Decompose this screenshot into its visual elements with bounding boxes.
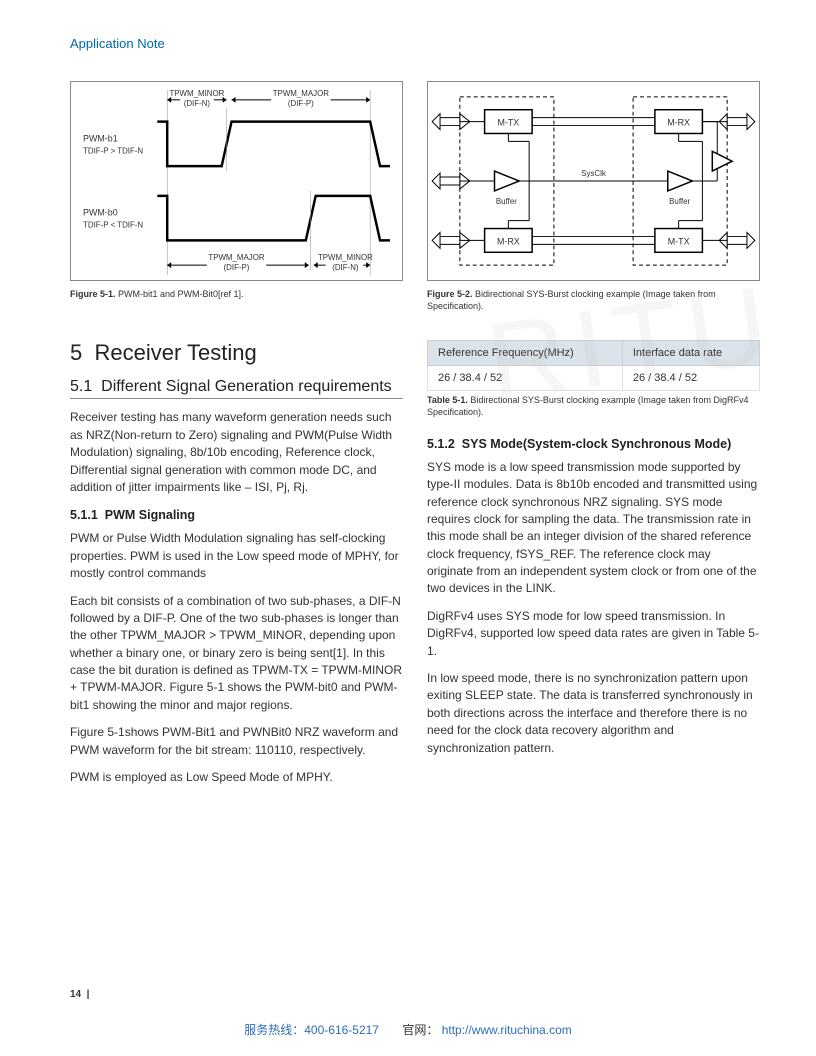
figure-1-diagram: TPWM_MINOR (DIF-N) TPWM_MAJOR (DIF-P) [70, 81, 403, 281]
right-column: Reference Frequency(MHz) Interface data … [427, 340, 760, 796]
figures-row: TPWM_MINOR (DIF-N) TPWM_MAJOR (DIF-P) [70, 81, 760, 312]
table-row: 26 / 38.4 / 52 26 / 38.4 / 52 [428, 366, 760, 391]
figure-1-column: TPWM_MINOR (DIF-N) TPWM_MAJOR (DIF-P) [70, 81, 403, 312]
svg-text:M-RX: M-RX [497, 236, 520, 246]
figure-2-column: M-TX M-RX M-RX M-TX [427, 81, 760, 312]
table-header-2: Interface data rate [622, 341, 759, 366]
para-pwm-3: Figure 5-1shows PWM-Bit1 and PWNBit0 NRZ… [70, 724, 403, 759]
header-label: Application Note [70, 36, 760, 51]
svg-text:(DIF-P): (DIF-P) [288, 99, 314, 108]
footer-url: http://www.rituchina.com [442, 1023, 572, 1037]
para-sys-2: DigRFv4 uses SYS mode for low speed tran… [427, 608, 760, 660]
svg-text:SysClk: SysClk [581, 169, 606, 178]
svg-text:(DIF-N): (DIF-N) [332, 263, 359, 272]
svg-text:TPWM_MAJOR: TPWM_MAJOR [208, 253, 265, 262]
figure-2-diagram: M-TX M-RX M-RX M-TX [427, 81, 760, 281]
para-intro: Receiver testing has many waveform gener… [70, 409, 403, 496]
table-caption: Table 5-1. Bidirectional SYS-Burst clock… [427, 395, 760, 418]
subsection-5-1-1: 5.1.1 PWM Signaling [70, 508, 403, 522]
svg-text:Buffer: Buffer [669, 197, 690, 206]
table-header-1: Reference Frequency(MHz) [428, 341, 623, 366]
svg-text:PWM-b1: PWM-b1 [83, 133, 118, 143]
svg-text:PWM-b0: PWM-b0 [83, 208, 118, 218]
left-column: 5 Receiver Testing 5.1 Different Signal … [70, 340, 403, 796]
figure-1-caption: Figure 5-1. PWM-bit1 and PWM-Bit0[ref 1]… [70, 289, 403, 301]
subsection-5-1: 5.1 Different Signal Generation requirem… [70, 378, 403, 399]
svg-text:M-TX: M-TX [668, 236, 690, 246]
section-heading: 5 Receiver Testing [70, 340, 403, 366]
subsection-5-1-2: 5.1.2 SYS Mode(System-clock Synchronous … [427, 437, 760, 451]
page-footer: 服务热线：400-616-5217 官网： http://www.rituchi… [0, 1021, 816, 1038]
svg-text:M-RX: M-RX [667, 118, 690, 128]
svg-text:(DIF-P): (DIF-P) [224, 263, 250, 272]
figure-2-caption: Figure 5-2. Bidirectional SYS-Burst cloc… [427, 289, 760, 312]
svg-text:(DIF-N): (DIF-N) [184, 99, 211, 108]
reference-table: Reference Frequency(MHz) Interface data … [427, 340, 760, 391]
content-columns: 5 Receiver Testing 5.1 Different Signal … [70, 340, 760, 796]
svg-text:TPWM_MINOR: TPWM_MINOR [318, 253, 373, 262]
svg-text:M-TX: M-TX [497, 118, 519, 128]
svg-text:TPWM_MAJOR: TPWM_MAJOR [273, 89, 330, 98]
para-pwm-4: PWM is employed as Low Speed Mode of MPH… [70, 769, 403, 786]
para-pwm-2: Each bit consists of a combination of tw… [70, 593, 403, 715]
svg-text:Buffer: Buffer [496, 197, 517, 206]
page-number: 14 | [70, 989, 89, 1000]
svg-text:TPWM_MINOR: TPWM_MINOR [169, 89, 224, 98]
para-sys-3: In low speed mode, there is no synchroni… [427, 670, 760, 757]
para-sys-1: SYS mode is a low speed transmission mod… [427, 459, 760, 598]
svg-text:TDIF-P > TDIF-N: TDIF-P > TDIF-N [83, 146, 143, 155]
svg-text:TDIF-P < TDIF-N: TDIF-P < TDIF-N [83, 221, 143, 230]
para-pwm-1: PWM or Pulse Width Modulation signaling … [70, 530, 403, 582]
